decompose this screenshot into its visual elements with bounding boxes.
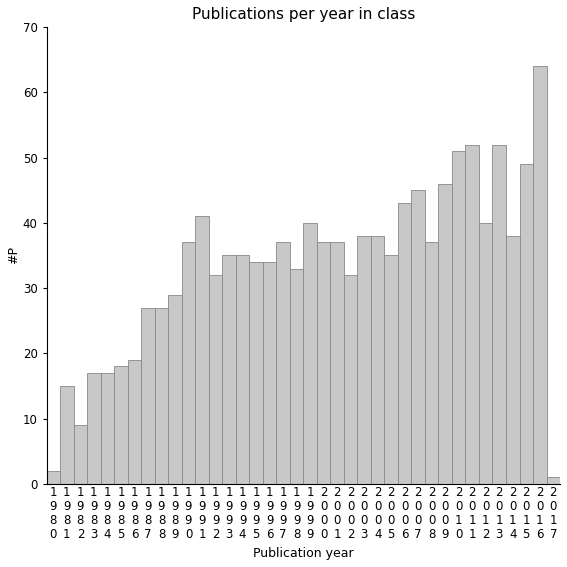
Bar [371, 236, 384, 484]
Bar [249, 262, 263, 484]
Bar [60, 386, 74, 484]
Bar [276, 243, 290, 484]
Bar [209, 275, 222, 484]
Bar [155, 308, 168, 484]
Bar [438, 184, 452, 484]
Bar [263, 262, 276, 484]
Bar [493, 145, 506, 484]
Bar [74, 425, 87, 484]
Title: Publications per year in class: Publications per year in class [192, 7, 415, 22]
Bar [182, 243, 195, 484]
Bar [46, 471, 60, 484]
Bar [128, 360, 141, 484]
Bar [519, 164, 533, 484]
Bar [195, 217, 209, 484]
Bar [290, 269, 303, 484]
Bar [114, 366, 128, 484]
Bar [452, 151, 466, 484]
Bar [357, 236, 371, 484]
Bar [236, 256, 249, 484]
Bar [533, 66, 547, 484]
Bar [331, 243, 344, 484]
Bar [168, 295, 182, 484]
Bar [412, 191, 425, 484]
Bar [141, 308, 155, 484]
Bar [466, 145, 479, 484]
Bar [317, 243, 331, 484]
X-axis label: Publication year: Publication year [253, 547, 354, 560]
Bar [87, 373, 101, 484]
Bar [101, 373, 114, 484]
Bar [425, 243, 438, 484]
Bar [303, 223, 317, 484]
Bar [479, 223, 493, 484]
Bar [384, 256, 398, 484]
Bar [547, 477, 560, 484]
Y-axis label: #P: #P [7, 247, 20, 264]
Bar [344, 275, 357, 484]
Bar [222, 256, 236, 484]
Bar [506, 236, 519, 484]
Bar [398, 204, 412, 484]
